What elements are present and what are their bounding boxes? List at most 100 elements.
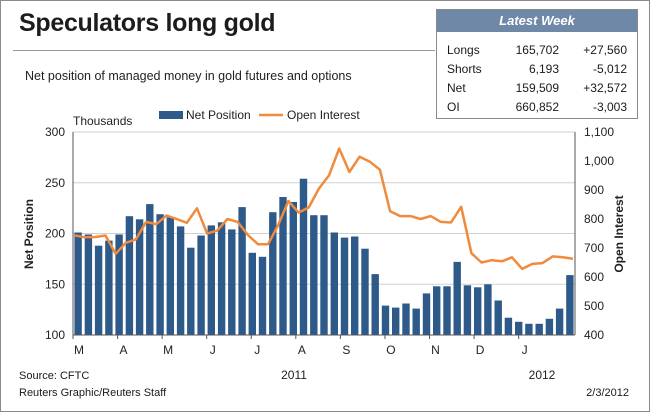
net-position-bar xyxy=(228,229,236,335)
net-position-bar xyxy=(74,232,82,335)
latest-week-row: Longs 165,702 +27,560 xyxy=(437,43,637,61)
source-note: Source: CFTC xyxy=(19,370,90,382)
net-position-bar xyxy=(515,321,523,335)
year-label: 2011 xyxy=(281,368,307,382)
latest-week-value: 6,193 xyxy=(528,62,559,76)
net-position-bar xyxy=(412,308,420,335)
y-tick-label: 300 xyxy=(45,125,65,139)
y2-axis-title: Open Interest xyxy=(612,195,626,272)
net-position-bar xyxy=(504,317,513,335)
y-tick-label: 250 xyxy=(45,176,65,190)
net-position-bar xyxy=(289,202,297,335)
net-position-bar xyxy=(484,284,492,336)
y2-tick-label: 1,000 xyxy=(584,154,614,168)
net-position-bar xyxy=(146,204,154,335)
y2-tick-label: 700 xyxy=(584,241,604,255)
net-position-bar xyxy=(279,197,287,335)
net-position-bar xyxy=(105,240,113,335)
net-position-bar xyxy=(115,234,123,335)
y2-tick-label: 500 xyxy=(584,299,604,313)
latest-week-value: 660,852 xyxy=(515,100,559,114)
x-tick-label: J xyxy=(210,343,216,357)
net-position-bar xyxy=(187,247,195,335)
net-position-bar xyxy=(474,287,482,335)
net-position-bar xyxy=(494,300,502,335)
latest-week-value: 165,702 xyxy=(515,43,559,57)
net-position-bar xyxy=(371,274,379,335)
x-tick-label: J xyxy=(522,343,528,357)
latest-week-value: 159,509 xyxy=(515,81,559,95)
x-tick-label: O xyxy=(386,343,395,357)
x-tick-label: M xyxy=(163,343,173,357)
y2-tick-label: 800 xyxy=(584,212,604,226)
net-position-bar xyxy=(330,232,338,335)
net-position-bar xyxy=(135,219,144,335)
page-title: Speculators long gold xyxy=(19,9,276,37)
y-tick-label: 200 xyxy=(45,227,65,241)
legend-net-position-label: Net Position xyxy=(186,108,251,122)
y-tick-label: 100 xyxy=(45,328,65,342)
net-position-bar xyxy=(238,207,246,335)
latest-week-label: OI xyxy=(447,100,460,114)
y2-tick-label: 1,100 xyxy=(584,125,614,139)
net-position-bar xyxy=(361,248,369,335)
net-position-bar xyxy=(84,234,93,335)
net-position-bar xyxy=(392,307,400,335)
latest-week-row: Shorts 6,193 -5,012 xyxy=(437,62,637,80)
net-position-bar xyxy=(248,252,256,335)
net-position-bar xyxy=(453,261,461,335)
open-interest-line xyxy=(74,147,574,271)
latest-week-label: Net xyxy=(447,81,466,95)
y-axis-title: Net Position xyxy=(22,199,36,269)
x-tick-label: J xyxy=(254,343,260,357)
y2-tick-label: 600 xyxy=(584,270,604,284)
net-position-bar xyxy=(258,256,267,335)
latest-week-change: +27,560 xyxy=(583,43,627,57)
x-tick-label: A xyxy=(120,343,128,357)
net-position-bar xyxy=(381,305,390,335)
latest-week-change: -3,003 xyxy=(592,100,627,114)
y2-tick-label: 900 xyxy=(584,183,604,197)
latest-week-box: Latest Week Longs 165,702 +27,560 Shorts… xyxy=(436,9,638,119)
net-position-bar xyxy=(340,237,349,335)
net-position-bar xyxy=(94,245,103,335)
chart-axes: 100 150 200 250 300 400 500 600 700 800 900 1,000 1,… xyxy=(45,125,614,382)
publish-date: 2/3/2012 xyxy=(586,387,629,399)
x-tick-label: A xyxy=(298,343,306,357)
net-position-bar xyxy=(156,214,164,335)
latest-week-label: Shorts xyxy=(447,62,482,76)
net-position-bar xyxy=(176,226,185,335)
y2-tick-label: 400 xyxy=(584,328,604,342)
year-label: 2012 xyxy=(529,368,556,382)
net-position-bars xyxy=(74,178,574,336)
net-position-bar xyxy=(351,236,359,335)
legend-open-interest-label: Open Interest xyxy=(287,108,360,122)
x-tick-label: D xyxy=(476,343,485,357)
net-position-bar xyxy=(125,216,134,335)
units-label: Thousands xyxy=(73,114,132,128)
net-position-bar xyxy=(402,303,410,335)
net-position-bar xyxy=(443,286,451,335)
title-divider xyxy=(13,50,435,51)
net-position-bar xyxy=(555,308,564,335)
latest-week-row: OI 660,852 -3,003 xyxy=(437,100,637,118)
net-position-bar xyxy=(525,323,533,335)
latest-week-label: Longs xyxy=(447,43,480,57)
net-position-bar xyxy=(310,215,318,335)
x-tick-label: M xyxy=(74,343,84,357)
net-position-bar xyxy=(166,217,174,335)
net-position-bar xyxy=(320,215,328,335)
legend-net-position-swatch xyxy=(159,111,183,119)
net-position-bar xyxy=(217,222,226,335)
net-position-bar xyxy=(463,285,472,335)
net-position-bar xyxy=(269,212,277,335)
latest-week-change: -5,012 xyxy=(592,62,627,76)
y-tick-label: 150 xyxy=(45,277,65,291)
net-position-bar xyxy=(545,318,554,335)
chart-subtitle: Net position of managed money in gold fu… xyxy=(25,69,352,83)
x-tick-label: N xyxy=(431,343,440,357)
net-position-bar xyxy=(535,323,543,335)
net-position-bar xyxy=(422,293,431,335)
